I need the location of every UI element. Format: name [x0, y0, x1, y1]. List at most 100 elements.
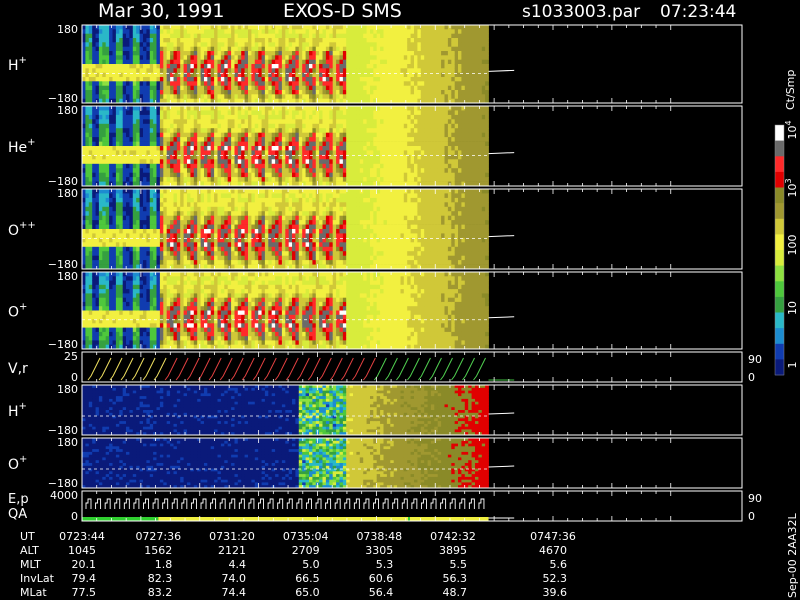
heatmap-cell	[190, 51, 195, 56]
heatmap-cell	[254, 51, 259, 56]
heatmap-cell	[119, 81, 124, 86]
heatmap-cell	[430, 141, 435, 147]
heatmap-cell	[88, 90, 93, 95]
heatmap-cell	[380, 177, 384, 182]
heatmap-cell	[414, 114, 418, 120]
heatmap-cell	[298, 59, 303, 65]
heatmap-cell	[305, 55, 310, 60]
heatmap-cell	[254, 172, 259, 178]
heatmap-cell	[149, 29, 154, 34]
heatmap-cell	[115, 90, 120, 95]
heatmap-cell	[119, 215, 124, 221]
heatmap-cell	[176, 98, 181, 104]
heatmap-cell	[176, 106, 181, 111]
heatmap-cell	[109, 168, 113, 173]
heatmap-cell	[393, 146, 398, 151]
heatmap-cell	[129, 68, 134, 73]
heatmap-cell	[485, 177, 489, 182]
heatmap-cell	[292, 137, 296, 142]
heatmap-cell	[400, 64, 405, 69]
heatmap-cell	[319, 42, 323, 47]
heatmap-cell	[353, 123, 357, 129]
heatmap-cell	[403, 154, 408, 160]
heatmap-cell	[424, 119, 428, 125]
heatmap-cell	[217, 177, 222, 182]
heatmap-cell	[451, 172, 456, 178]
heatmap-cell	[159, 59, 164, 65]
heatmap-cell	[204, 106, 208, 111]
heatmap-cell	[302, 94, 306, 99]
heatmap-cell	[254, 141, 259, 147]
heatmap-cell	[366, 85, 371, 91]
heatmap-cell	[275, 163, 279, 169]
heatmap-cell	[315, 141, 320, 147]
heatmap-cell	[146, 150, 151, 156]
heatmap-cell	[136, 215, 140, 221]
heatmap-cell	[170, 77, 174, 82]
heatmap-cell	[227, 64, 232, 69]
heatmap-cell	[454, 25, 459, 30]
heatmap-cell	[373, 51, 378, 56]
heatmap-cell	[153, 202, 157, 208]
heatmap-cell	[295, 51, 300, 56]
heatmap-cell	[444, 68, 449, 73]
heatmap-cell	[359, 55, 364, 60]
heatmap-cell	[166, 193, 171, 199]
heatmap-cell	[207, 141, 212, 147]
heatmap-cell	[244, 128, 249, 133]
heatmap-cell	[166, 141, 171, 147]
heatmap-cell	[248, 154, 252, 160]
heatmap-cell	[461, 25, 466, 30]
heatmap-cell	[115, 163, 120, 169]
heatmap-cell	[325, 150, 330, 156]
heatmap-cell	[119, 25, 124, 30]
heatmap-cell	[458, 128, 462, 133]
heatmap-cell	[176, 68, 181, 73]
heatmap-cell	[112, 90, 117, 95]
heatmap-cell	[237, 132, 242, 138]
heatmap-cell	[383, 64, 388, 69]
heatmap-cell	[278, 181, 283, 187]
heatmap-cell	[390, 114, 395, 120]
heatmap-cell	[414, 141, 418, 147]
heatmap-cell	[139, 220, 144, 225]
heatmap-cell	[92, 46, 96, 52]
heatmap-cell	[122, 237, 127, 243]
heatmap-cell	[373, 141, 378, 147]
heatmap-cell	[156, 193, 161, 199]
heatmap-cell	[332, 68, 337, 73]
heatmap-cell	[403, 146, 408, 151]
heatmap-cell	[288, 168, 293, 173]
heatmap-cell	[126, 29, 130, 34]
heatmap-cell	[153, 33, 157, 39]
heatmap-cell	[390, 106, 395, 111]
heatmap-cell	[102, 59, 107, 65]
heatmap-cell	[180, 150, 184, 156]
heatmap-cell	[373, 177, 378, 182]
heatmap-cell	[353, 150, 357, 156]
heatmap-cell	[458, 177, 462, 182]
heatmap-cell	[342, 146, 347, 151]
heatmap-cell	[410, 181, 415, 187]
heatmap-cell	[82, 94, 86, 99]
heatmap-cell	[386, 38, 391, 43]
heatmap-cell	[434, 163, 439, 169]
heatmap-cell	[92, 220, 96, 225]
heatmap-cell	[126, 172, 130, 178]
heatmap-cell	[163, 251, 168, 256]
heatmap-cell	[126, 168, 130, 173]
heatmap-cell	[102, 159, 107, 165]
heatmap-cell	[264, 150, 269, 156]
heatmap-cell	[281, 110, 286, 116]
heatmap-cell	[237, 106, 242, 111]
heatmap-cell	[163, 81, 168, 86]
heatmap-cell	[383, 33, 388, 39]
heatmap-cell	[305, 159, 310, 165]
heatmap-cell	[258, 114, 262, 120]
heatmap-cell	[397, 168, 401, 173]
heatmap-cell	[146, 25, 151, 30]
heatmap-cell	[214, 51, 218, 56]
heatmap-cell	[305, 68, 310, 73]
heatmap-cell	[268, 150, 273, 156]
heatmap-cell	[98, 242, 103, 248]
